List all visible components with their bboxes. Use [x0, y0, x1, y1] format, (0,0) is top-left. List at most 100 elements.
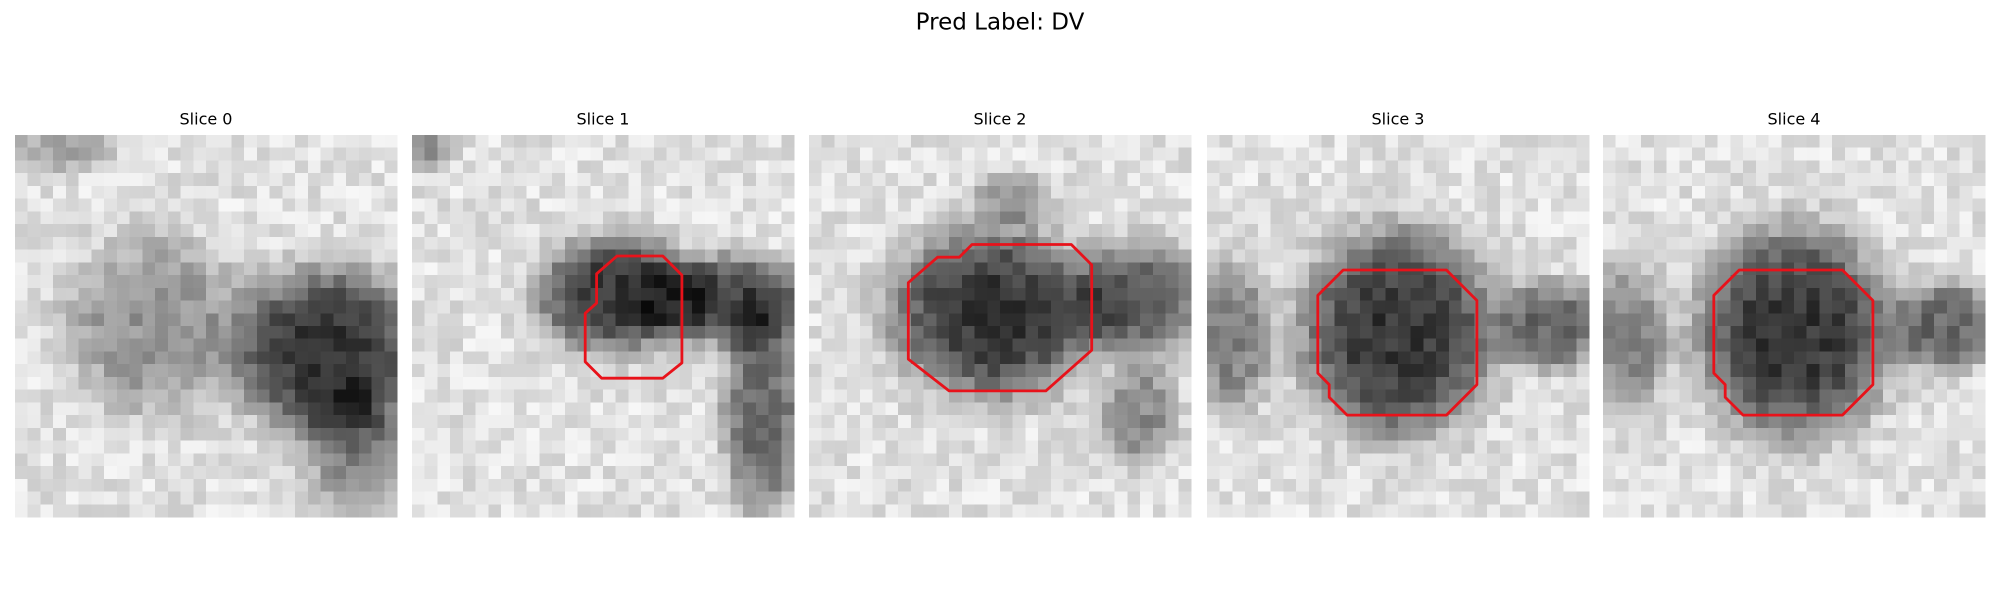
- pixel: [974, 287, 988, 302]
- pixel: [1755, 236, 1770, 251]
- pixel: [65, 300, 80, 314]
- pixel: [564, 504, 579, 518]
- pixel: [1334, 326, 1348, 340]
- pixel: [244, 326, 258, 340]
- pixel: [653, 287, 668, 302]
- pixel: [628, 198, 642, 212]
- pixel: [872, 313, 886, 327]
- pixel: [628, 147, 642, 162]
- pixel: [679, 147, 693, 162]
- pixel: [1908, 364, 1922, 378]
- pixel: [1512, 338, 1526, 353]
- pixel: [1178, 287, 1192, 302]
- pixel: [1653, 402, 1668, 416]
- pixel: [1334, 491, 1348, 505]
- pixel: [1270, 249, 1284, 263]
- pixel: [218, 211, 233, 225]
- pixel: [1628, 198, 1642, 212]
- pixel: [244, 389, 258, 403]
- pixel: [1730, 198, 1744, 212]
- pixel: [218, 249, 233, 263]
- pixel: [1321, 262, 1335, 276]
- pixel: [333, 478, 347, 493]
- pixel: [1806, 402, 1821, 416]
- pixel: [1844, 211, 1859, 225]
- pixel: [1615, 275, 1630, 289]
- pixel: [809, 466, 823, 480]
- pixel: [1385, 287, 1399, 302]
- pixel: [1576, 313, 1590, 327]
- pixel: [142, 402, 156, 416]
- pixel: [628, 262, 642, 276]
- pixel: [193, 440, 207, 454]
- pixel: [1908, 466, 1922, 480]
- pixel: [1283, 160, 1297, 174]
- pixel: [961, 440, 976, 454]
- pixel: [974, 504, 988, 518]
- pixel: [488, 135, 502, 149]
- pixel: [949, 211, 963, 225]
- pixel: [653, 466, 668, 480]
- pixel: [872, 160, 886, 174]
- pixel: [1972, 326, 1986, 340]
- pixel: [1114, 415, 1128, 429]
- pixel: [1487, 326, 1501, 340]
- pixel: [885, 262, 899, 276]
- pixel: [615, 376, 630, 391]
- pixel: [1563, 275, 1577, 289]
- pixel: [923, 491, 937, 505]
- pixel: [437, 224, 451, 238]
- pixel: [320, 440, 334, 454]
- pixel: [1410, 275, 1425, 289]
- pixel: [412, 326, 426, 340]
- pixel: [53, 427, 67, 442]
- pixel: [1232, 147, 1246, 162]
- pixel: [488, 453, 502, 467]
- pixel: [1794, 287, 1808, 302]
- pixel: [653, 376, 668, 391]
- pixel: [206, 185, 220, 200]
- pixel: [307, 211, 322, 225]
- pixel: [437, 491, 451, 505]
- pixel: [1219, 249, 1234, 263]
- pixel: [91, 364, 105, 378]
- pixel: [91, 236, 105, 251]
- pixel: [1076, 453, 1090, 467]
- pixel: [1076, 376, 1090, 391]
- pixel: [450, 453, 464, 467]
- pixel: [424, 211, 439, 225]
- pixel: [1219, 453, 1234, 467]
- pixel: [371, 147, 385, 162]
- pixel: [1296, 466, 1310, 480]
- pixel: [987, 415, 1001, 429]
- pixel: [1232, 427, 1246, 442]
- pixel: [40, 326, 54, 340]
- pixel: [1653, 389, 1668, 403]
- pixel: [1461, 478, 1475, 493]
- pixel: [847, 364, 861, 378]
- pixel: [1666, 211, 1680, 225]
- pixel: [1178, 440, 1192, 454]
- pixel: [539, 313, 553, 327]
- pixel: [1883, 313, 1897, 327]
- pixel: [1704, 427, 1719, 442]
- pixel: [307, 389, 322, 403]
- pixel: [346, 275, 360, 289]
- pixel: [307, 147, 322, 162]
- pixel: [475, 402, 489, 416]
- pixel: [1359, 402, 1374, 416]
- pixel: [1499, 211, 1514, 225]
- pixel: [1525, 466, 1539, 480]
- pixel: [231, 198, 245, 212]
- pixel: [1959, 185, 1973, 200]
- pixel: [590, 198, 604, 212]
- pixel: [167, 173, 182, 187]
- pixel: [53, 313, 67, 327]
- pixel: [218, 351, 233, 365]
- pixel: [206, 236, 220, 251]
- pixel: [821, 338, 836, 353]
- pixel: [590, 402, 604, 416]
- pixel: [781, 415, 795, 429]
- pixel: [475, 185, 489, 200]
- pixel: [1794, 466, 1808, 480]
